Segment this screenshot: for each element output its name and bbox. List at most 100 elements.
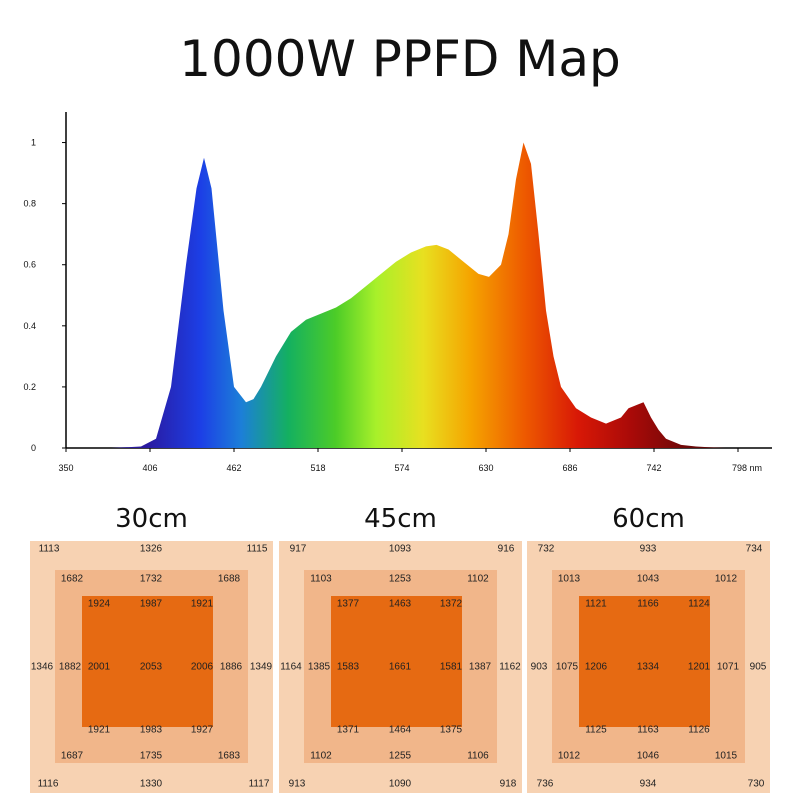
y-tick-label: 1 xyxy=(31,138,36,148)
y-tick-label: 0.6 xyxy=(23,260,36,270)
x-tick-label: 518 xyxy=(310,463,325,473)
middle-ppfd-value: 1075 xyxy=(555,661,579,673)
map-title: 45cm xyxy=(364,504,437,534)
spectrum-area xyxy=(66,142,726,448)
inner-ppfd-value: 1334 xyxy=(636,661,660,673)
middle-ppfd-value: 1682 xyxy=(60,573,84,585)
inner-ppfd-value: 1372 xyxy=(439,598,463,610)
chart-ticks: 350 406 462 518 574 630 686 742 798 nm 0 0.2 0.4 0.6… xyxy=(23,138,762,473)
inner-ppfd-value: 1375 xyxy=(439,724,463,736)
inner-ppfd-value: 1927 xyxy=(190,724,214,736)
middle-ppfd-value: 1043 xyxy=(636,573,660,585)
inner-ppfd-value: 2001 xyxy=(87,661,111,673)
x-tick-label: 630 xyxy=(478,463,493,473)
outer-ppfd-value: 916 xyxy=(497,543,515,555)
middle-ppfd-value: 1732 xyxy=(139,573,163,585)
outer-ppfd-value: 1326 xyxy=(139,543,163,555)
outer-ppfd-value: 1115 xyxy=(246,543,268,555)
x-tick-label: 462 xyxy=(226,463,241,473)
ppfd-grid: 1113 1326 1115 1346 1349 1116 1330 1117 1682 1732… xyxy=(30,541,273,793)
x-tick-label: 406 xyxy=(142,463,157,473)
middle-ppfd-value: 1013 xyxy=(557,573,581,585)
inner-ppfd-value: 1124 xyxy=(688,598,710,610)
outer-ppfd-value: 1346 xyxy=(30,661,54,673)
y-tick-label: 0.8 xyxy=(23,199,36,209)
middle-ppfd-value: 1735 xyxy=(139,750,163,762)
middle-ppfd-value: 1012 xyxy=(557,750,581,762)
outer-ppfd-value: 934 xyxy=(639,778,657,790)
outer-ppfd-value: 1330 xyxy=(139,778,163,790)
outer-ppfd-value: 1117 xyxy=(248,778,270,790)
inner-ppfd-value: 1121 xyxy=(585,598,607,610)
outer-ppfd-value: 730 xyxy=(747,778,765,790)
inner-ppfd-value: 1201 xyxy=(687,661,711,673)
middle-ppfd-value: 1687 xyxy=(60,750,84,762)
y-tick-label: 0 xyxy=(31,443,36,453)
ppfd-map: 30cm 1113 1326 1115 1346 1349 1116 1330 1117 1682… xyxy=(30,497,273,793)
outer-ppfd-value: 903 xyxy=(530,661,548,673)
outer-ppfd-value: 734 xyxy=(745,543,763,555)
outer-ppfd-value: 1090 xyxy=(388,778,412,790)
inner-ppfd-value: 1987 xyxy=(139,598,163,610)
outer-ppfd-value: 736 xyxy=(536,778,554,790)
outer-ppfd-value: 933 xyxy=(639,543,657,555)
ppfd-grid: 917 1093 916 1164 1162 913 1090 918 1103 1253 1102… xyxy=(279,541,522,793)
ppfd-grid: 732 933 734 903 905 736 934 730 1013 1043 1012 1075… xyxy=(527,541,770,793)
inner-ppfd-value: 1581 xyxy=(439,661,463,673)
outer-ppfd-value: 732 xyxy=(537,543,555,555)
inner-ppfd-value: 2006 xyxy=(190,661,214,673)
middle-ppfd-value: 1071 xyxy=(716,661,740,673)
map-title: 30cm xyxy=(115,504,188,534)
y-tick-label: 0.4 xyxy=(23,321,36,331)
middle-ppfd-value: 1102 xyxy=(467,573,489,585)
inner-ppfd-value: 1464 xyxy=(388,724,412,736)
middle-ppfd-value: 1385 xyxy=(307,661,331,673)
page-title: 1000W PPFD Map xyxy=(179,30,621,88)
outer-ppfd-value: 1113 xyxy=(38,543,60,555)
x-tick-label: 350 xyxy=(58,463,73,473)
inner-ppfd-value: 1921 xyxy=(190,598,214,610)
inner-ppfd-value: 1661 xyxy=(388,661,412,673)
inner-zone xyxy=(579,596,710,727)
middle-ppfd-value: 1103 xyxy=(310,573,332,585)
inner-ppfd-value: 2053 xyxy=(139,661,163,673)
x-tick-label: 686 xyxy=(562,463,577,473)
outer-ppfd-value: 918 xyxy=(499,778,517,790)
inner-ppfd-value: 1206 xyxy=(584,661,608,673)
inner-ppfd-value: 1463 xyxy=(388,598,412,610)
middle-ppfd-value: 1882 xyxy=(58,661,82,673)
middle-ppfd-value: 1253 xyxy=(388,573,412,585)
inner-ppfd-value: 1921 xyxy=(87,724,111,736)
inner-ppfd-value: 1126 xyxy=(688,724,710,736)
middle-ppfd-value: 1102 xyxy=(310,750,332,762)
inner-ppfd-value: 1983 xyxy=(139,724,163,736)
outer-ppfd-value: 1164 xyxy=(280,661,302,673)
ppfd-map: 60cm 732 933 734 903 905 736 934 730 1013 1043 1012… xyxy=(527,497,770,793)
inner-ppfd-value: 1924 xyxy=(87,598,111,610)
middle-ppfd-value: 1886 xyxy=(219,661,243,673)
middle-ppfd-value: 1688 xyxy=(217,573,241,585)
inner-ppfd-value: 1583 xyxy=(336,661,360,673)
inner-ppfd-value: 1125 xyxy=(585,724,607,736)
ppfd-map: 45cm 917 1093 916 1164 1162 913 1090 918 1103 1253… xyxy=(279,497,522,793)
middle-ppfd-value: 1255 xyxy=(388,750,412,762)
inner-ppfd-value: 1377 xyxy=(336,598,360,610)
y-tick-label: 0.2 xyxy=(23,382,36,392)
outer-ppfd-value: 1116 xyxy=(37,778,59,790)
middle-ppfd-value: 1683 xyxy=(217,750,241,762)
middle-ppfd-value: 1387 xyxy=(468,661,492,673)
spectrum-chart: 350 406 462 518 574 630 686 742 798 nm 0 0.2 0.4 0.6… xyxy=(23,112,772,473)
outer-ppfd-value: 905 xyxy=(749,661,767,673)
x-tick-label: 742 xyxy=(646,463,661,473)
outer-ppfd-value: 913 xyxy=(288,778,306,790)
inner-ppfd-value: 1166 xyxy=(637,598,659,610)
inner-zone xyxy=(331,596,462,727)
outer-ppfd-value: 1162 xyxy=(499,661,521,673)
outer-ppfd-value: 1349 xyxy=(249,661,273,673)
inner-ppfd-value: 1371 xyxy=(336,724,360,736)
x-tick-label: 574 xyxy=(394,463,409,473)
outer-ppfd-value: 1093 xyxy=(388,543,412,555)
middle-ppfd-value: 1046 xyxy=(636,750,660,762)
middle-ppfd-value: 1015 xyxy=(714,750,738,762)
map-title: 60cm xyxy=(612,504,685,534)
